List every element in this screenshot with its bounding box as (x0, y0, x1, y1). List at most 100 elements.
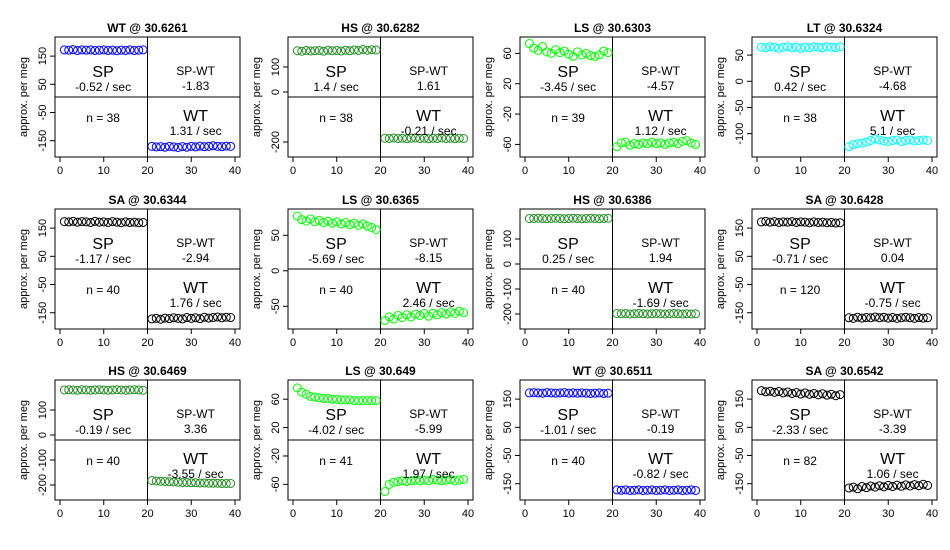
sp-data-point (783, 387, 793, 397)
wt-data-point (406, 312, 416, 322)
x-tick-label: 40 (694, 165, 706, 177)
sp-label: SP (557, 236, 578, 253)
sp-data-point (134, 218, 144, 228)
sp-data-point (64, 217, 74, 227)
sp-data-point (81, 45, 91, 55)
wt-rate: 1.06 / sec (867, 467, 919, 481)
wt-data-point (208, 478, 218, 488)
sp-data-point (358, 219, 368, 229)
sp-data-point (73, 45, 82, 55)
sp-data-point (818, 389, 828, 399)
x-tick-label: 0 (522, 165, 528, 177)
sp-data-point (306, 391, 315, 401)
sp-data-point (546, 388, 556, 398)
wt-data-point (213, 141, 222, 151)
sp-data-point (108, 45, 117, 55)
y-tick-label: 150 (37, 47, 49, 65)
wt-data-point (164, 314, 174, 324)
x-tick-label: 30 (882, 165, 894, 177)
y-tick-label: -20 (270, 448, 282, 464)
n-count: n = 40 (319, 283, 353, 297)
sp-data-point (116, 45, 126, 55)
sp-data-point (765, 386, 775, 396)
wt-data-point (226, 141, 236, 151)
y-tick-label: 0 (270, 268, 282, 274)
sp-data-point (524, 388, 534, 398)
sp-data-point (774, 386, 784, 396)
sp-data-point (336, 219, 346, 229)
wt-data-point (402, 134, 412, 144)
sp-data-point (581, 388, 591, 398)
panel-title: LS @ 30.649 (345, 364, 416, 378)
wt-data-point (208, 141, 218, 151)
sp-data-point (542, 47, 552, 57)
wt-data-point (437, 133, 447, 143)
sp-data-point (594, 388, 604, 398)
wt-data-point (454, 306, 464, 316)
wt-data-point (204, 141, 214, 151)
wt-data-point (656, 138, 666, 148)
wt-data-point (160, 142, 170, 152)
wt-data-point (151, 313, 161, 323)
wt-data-point (173, 142, 183, 152)
sp-data-point (323, 216, 333, 226)
sp-data-point (826, 389, 836, 399)
sp-data-point (826, 42, 836, 52)
y-tick-label: 100 (37, 401, 49, 419)
wt-data-point (896, 481, 906, 491)
sp-data-point (77, 217, 87, 227)
sp-data-point (568, 388, 578, 398)
wt-data-point (156, 314, 166, 324)
wt-data-point (208, 313, 218, 323)
spwt-value: 0.04 (881, 251, 905, 265)
wt-label: WT (880, 108, 905, 125)
sp-data-point (90, 385, 100, 395)
sp-data-point (573, 388, 582, 398)
sp-data-point (90, 216, 100, 226)
sp-data-point (590, 214, 600, 223)
y-tick-label: 60 (270, 393, 282, 405)
wt-data-point (669, 309, 679, 318)
wt-data-point (905, 135, 915, 145)
wt-data-point (415, 310, 425, 320)
wt-data-point (156, 476, 166, 486)
wt-data-point (616, 309, 626, 319)
sp-data-point (367, 396, 377, 406)
sp-data-point (813, 390, 823, 400)
sp-data-point (831, 43, 841, 53)
y-tick-label: -50 (37, 105, 49, 121)
sp-data-point (319, 218, 329, 228)
wt-data-point (638, 309, 648, 319)
wt-data-point (191, 142, 201, 152)
x-tick-label: 30 (650, 165, 662, 177)
x-tick-label: 10 (331, 165, 343, 177)
wt-data-point (643, 309, 652, 319)
wt-data-point (147, 314, 157, 324)
sp-data-point (367, 45, 377, 55)
sp-rate: -0.19 / sec (75, 423, 131, 437)
wt-data-point (673, 139, 683, 149)
sp-data-point (805, 389, 814, 399)
sp-data-point (81, 385, 91, 395)
x-tick-label: 20 (606, 165, 618, 177)
wt-data-point (664, 138, 674, 148)
sp-data-point (116, 385, 126, 395)
sp-data-point (551, 213, 561, 223)
sp-data-point (345, 395, 355, 405)
wt-data-point (186, 478, 196, 488)
panel-3: LS @ 30.6303 0 10 20 30 40 -60 -20 20 60 approx. p… (483, 21, 706, 177)
sp-data-point (800, 42, 810, 52)
sp-data-point (564, 388, 574, 398)
sp-data-point (800, 388, 810, 398)
wt-data-point (686, 138, 696, 148)
wt-data-point (195, 314, 205, 324)
wt-data-point (678, 309, 687, 319)
spwt-label: SP-WT (641, 64, 680, 78)
sp-data-point (524, 214, 534, 223)
y-tick-label: 0 (270, 89, 282, 95)
wt-data-point (664, 309, 674, 319)
wt-data-point (213, 478, 222, 488)
sp-label: SP (557, 407, 578, 424)
panel-9: HS @ 30.6469 0 10 20 30 40 -200 -100 0 100 approx.… (18, 364, 241, 520)
sp-label: SP (789, 64, 810, 81)
